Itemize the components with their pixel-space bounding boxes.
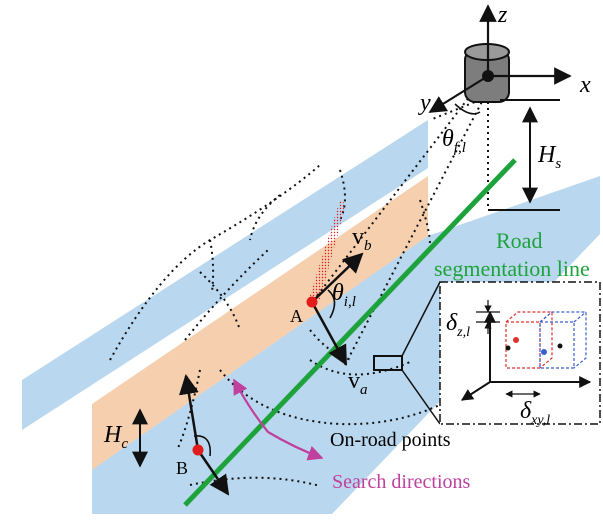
fov-angle-label: θf,l	[442, 126, 466, 156]
y-axis-label: y	[418, 90, 431, 116]
incidence-angle-arc	[327, 289, 336, 319]
y-axis-arrow	[428, 75, 489, 113]
vector-b-arrow	[311, 252, 364, 303]
point-b	[192, 444, 204, 456]
vector-a-label: va	[348, 368, 368, 398]
sensor-axes	[428, 4, 572, 113]
x-axis-label: x	[579, 72, 591, 98]
on-road-points-marker	[373, 355, 403, 371]
curb-height-label: Hc	[103, 422, 128, 452]
segmentation-line-label: segmentation line	[434, 256, 590, 281]
callout-line-top	[401, 281, 441, 357]
vector-a-arrow	[310, 301, 348, 366]
curb-scan-hatch	[307, 200, 346, 305]
sensor-height-dimension	[488, 99, 560, 211]
sidewalk-surface	[22, 120, 428, 430]
point-a	[306, 296, 318, 308]
road-label: Road	[496, 228, 542, 253]
delta-z-label: δz,l	[446, 310, 470, 340]
point-b-down-arrow	[196, 449, 230, 496]
z-axis-label: z	[497, 2, 508, 28]
road-segmentation-line	[183, 158, 517, 507]
search-directions-label: Search directions	[332, 471, 470, 493]
search-direction-arrows	[233, 378, 324, 461]
point-b-up-arrow	[179, 374, 200, 451]
incidence-angle-label: θi,l	[332, 280, 356, 310]
point-a-label: A	[290, 306, 303, 326]
callout-line-bottom	[401, 369, 441, 425]
on-road-points-label: On-road points	[330, 429, 451, 451]
fov-angle-arc	[454, 103, 481, 115]
vector-b-label: vb	[352, 224, 372, 254]
road-surface-edge	[92, 236, 428, 470]
sensor-height-label: Hs	[537, 142, 561, 172]
curb-wall	[92, 176, 428, 470]
voxel-inset	[439, 281, 601, 425]
delta-xy-label: δxy,l	[520, 398, 550, 428]
point-b-angle-arc	[193, 435, 211, 457]
point-b-label: B	[176, 458, 188, 478]
